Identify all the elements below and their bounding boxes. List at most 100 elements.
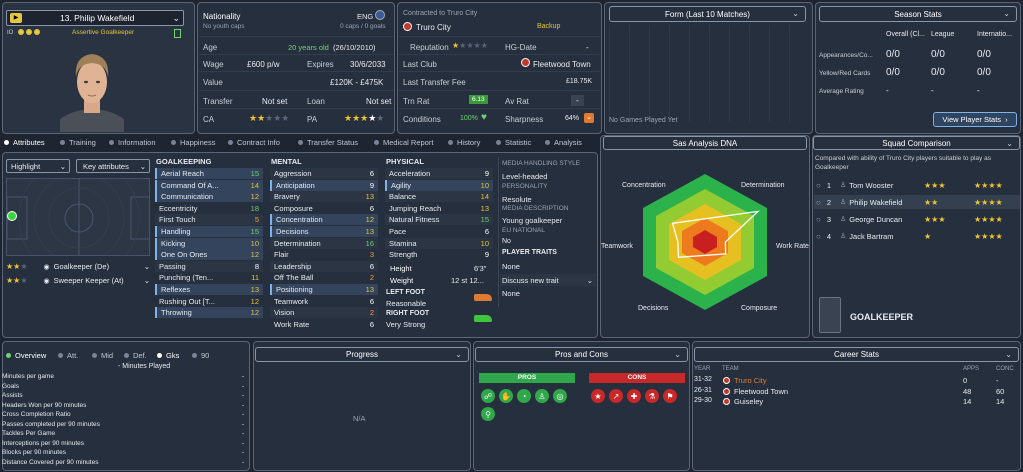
attr-value: 10 [480,180,489,190]
attr-row: Determination 16 [270,237,378,249]
season-header[interactable]: Season Stats ⌄ [819,6,1017,22]
tab-training[interactable]: Training [60,138,96,147]
last-club-value[interactable]: Fleetwood Town [533,60,591,69]
squad-row[interactable]: ○ 3 ♙ George Duncan ★★★ ★★★★ [814,212,1020,226]
tab-transfer-status[interactable]: Transfer Status [298,138,358,147]
attr-value: 10 [250,238,259,248]
attr-name: Bravery [274,192,300,202]
name-dropdown[interactable]: ▶ 13. Philip Wakefield ⌄ [6,10,184,26]
person-icon: ♙ [840,182,847,189]
attr-name: Off The Ball [274,273,314,283]
attr-row: Decisions 13 [270,226,378,237]
tab-history[interactable]: History [448,138,480,147]
attr-row: Eccentricity 18 [155,203,263,214]
attr-row: Composure 6 [270,203,378,214]
attr-value: 3 [369,250,374,260]
season-col-intl: Internatio... [977,31,1013,38]
tab-def[interactable]: Def. [124,351,147,360]
attr-row: Acceleration 9 [385,168,493,179]
pitch-map [6,178,150,256]
career-year: 31-32 [694,376,712,383]
tab-att[interactable]: Att. [58,351,78,360]
tab-medical-report[interactable]: Medical Report [374,138,433,147]
attr-value: 13 [480,203,489,213]
tab-contract-info[interactable]: Contract Info [228,138,280,147]
attr-value: 12 [250,308,259,318]
pro-aerial-icon[interactable]: ☍ [481,389,495,403]
pro-handling-icon[interactable]: ✋ [499,389,513,403]
attr-row: Balance 14 [385,191,493,203]
tab-mid[interactable]: Mid [92,351,113,360]
squad-row[interactable]: ○ 2 ♙ Philip Wakefield ★★ ★★★★ [814,195,1020,209]
attr-row: Rushing Out [T... 12 [155,296,263,307]
stat-row-value: - [242,439,245,447]
chevron-down-icon: ⌄ [1003,9,1010,18]
tab-90[interactable]: 90 [192,351,209,360]
career-header[interactable]: Career Stats ⌄ [694,347,1019,362]
career-team[interactable]: Fleetwood Town [734,386,789,396]
radio-icon: ○ [816,180,821,190]
attr-name: Punching (Ten... [159,273,214,283]
reputation-label: Reputation [410,43,449,52]
tab-overview[interactable]: Overview [6,351,46,360]
chevron-down-icon: ⌄ [586,275,593,285]
player-name: 13. Philip Wakefield [60,13,135,23]
tab-happiness[interactable]: Happiness [171,138,215,147]
squad-num: 3 [826,214,832,224]
status-dots [18,29,40,35]
pro-target-icon[interactable]: ◎ [553,389,567,403]
nationality-value: ENG [357,12,374,21]
career-title: Career Stats [834,350,879,359]
career-col-team: TEAM [722,366,739,372]
tab-statistic[interactable]: Statistic [496,138,531,147]
squad-header[interactable]: Squad Comparison ⌄ [813,136,1020,150]
stat-row-label: Goals [2,382,19,390]
pro-fitness-icon[interactable]: ◔ [517,389,531,403]
club-name[interactable]: Truro City [416,23,451,32]
right-boot-icon [474,315,492,322]
attr-name: Flair [274,250,289,260]
tab-information[interactable]: Information [109,138,156,147]
con-medical-icon[interactable]: ✚ [627,389,641,403]
con-star-icon[interactable]: ★ [591,389,605,403]
role-row[interactable]: ★★★ ◉ Sweeper Keeper (At) ⌄ [6,275,150,286]
key-attributes-dropdown[interactable]: Key attributes ⌄ [76,159,150,173]
tab-attributes[interactable]: Attributes [4,138,45,147]
attr-name: Anticipation [276,180,315,190]
view-player-stats-button[interactable]: View Player Stats › [933,112,1017,127]
squad-row[interactable]: ○ 1 ♙ Tom Wooster ★★★ ★★★★ [814,178,1020,192]
attr-name: Throwing [161,308,192,318]
squad-pa-stars: ★★★★ [974,197,1003,207]
tab-gks[interactable]: Gks [157,351,179,360]
tab-analysis[interactable]: Analysis [545,138,582,147]
attr-value: 12 [250,296,259,306]
overview-panel [2,341,250,471]
season-cell: 0/0 [931,67,945,78]
con-potion-icon[interactable]: ⚗ [645,389,659,403]
con-boot-icon[interactable]: ⚑ [663,389,677,403]
career-team[interactable]: Truro City [734,376,767,385]
dna-header[interactable]: Sas Analysis DNA [603,136,807,150]
pro-jump-icon[interactable]: ♙ [535,389,549,403]
squad-row[interactable]: ○ 4 ♙ Jack Bartram ★ ★★★★ [814,229,1020,243]
discuss-trait-dropdown[interactable]: Discuss new trait ⌄ [500,274,596,286]
club-badge-icon [723,398,730,405]
document-icon[interactable] [174,29,181,38]
chevron-down-icon: ⌄ [139,161,146,171]
season-row-label: Average Rating [819,88,864,95]
highlight-dropdown[interactable]: Highlight ⌄ [6,159,70,173]
form-header[interactable]: Form (Last 10 Matches) ⌄ [609,6,806,22]
progress-na: N/A [353,414,366,423]
attr-name: First Touch [159,215,196,225]
progress-panel [253,341,471,471]
role-stars: ★★★ [6,276,28,285]
pro-balance-icon[interactable]: ⚲ [481,407,495,421]
career-conc: 14 [996,397,1005,406]
attr-name: Passing [159,261,186,271]
role-row[interactable]: ★★★ ◉ Goalkeeper (De) ⌄ [6,261,150,272]
con-trend-icon[interactable]: ↗ [609,389,623,403]
career-team[interactable]: Guiseley [734,397,764,406]
mental-title: MENTAL [271,157,302,166]
progress-header[interactable]: Progress ⌄ [255,347,469,362]
pros-cons-header[interactable]: Pros and Cons ⌄ [475,347,688,362]
